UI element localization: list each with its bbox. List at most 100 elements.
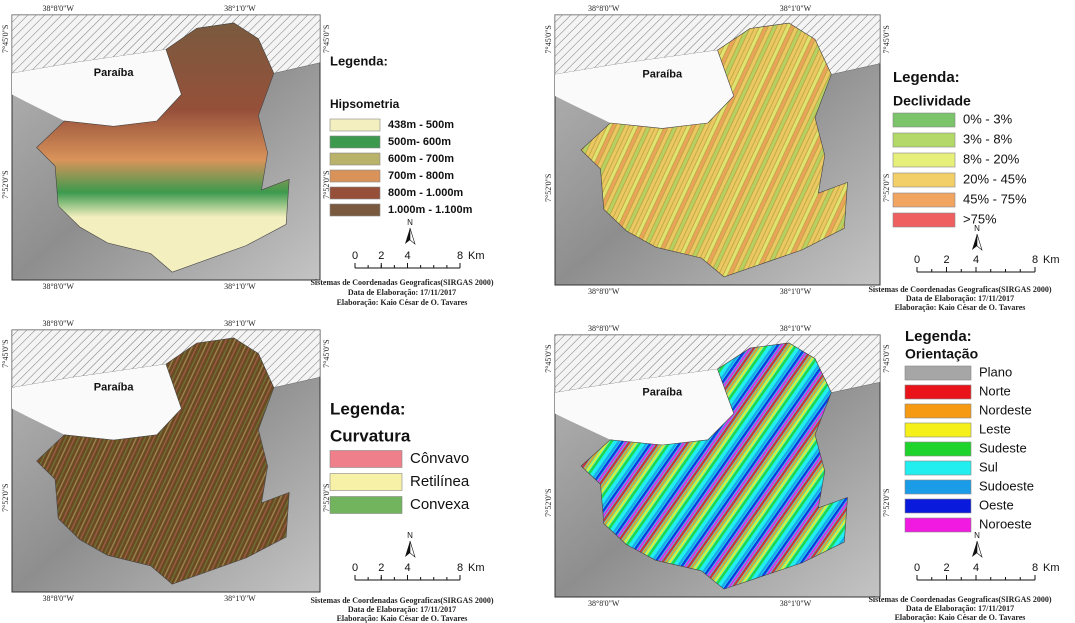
legend-label: Retilínea — [410, 473, 470, 490]
legend-label: Noroeste — [979, 516, 1032, 531]
map-panel: Paraíba 38°8'0"W 38°8'0"W 7°45'0"S 7°45'0"S 3… — [1, 4, 494, 307]
map-panel: Paraíba 38°8'0"W 38°8'0"W 7°45'0"S 7°45'0"S 3… — [1, 319, 494, 623]
place-label: Paraíba — [642, 68, 683, 80]
legend-label: 45% - 75% — [963, 191, 1027, 206]
credit-line: Sistemas de Coordenadas Geograficas(SIRG… — [868, 595, 1051, 604]
coord-label: 7°52'0"S — [544, 489, 553, 517]
place-label: Paraíba — [642, 387, 683, 399]
legend-label: Nordeste — [979, 402, 1032, 417]
coord-label: 38°8'0"W — [42, 4, 74, 13]
map-panel: Paraíba 38°8'0"W 38°8'0"W 7°45'0"S 7°45'0"S 3… — [544, 324, 1060, 622]
scale-label: 4 — [973, 562, 979, 574]
coord-label: 38°1'0"W — [780, 287, 812, 296]
coord-label: 7°45'0"S — [544, 344, 553, 372]
north-arrow — [972, 234, 977, 250]
legend-label: 500m- 600m — [388, 136, 451, 148]
legend-label: Norte — [979, 383, 1011, 398]
map-panel: Paraíba 38°8'0"W 38°8'0"W 7°45'0"S 7°45'0"S 3… — [544, 4, 1060, 312]
place-label: Paraíba — [94, 67, 135, 79]
legend-subtitle: Declividade — [893, 93, 971, 109]
coord-label: 7°52'0"S — [322, 170, 331, 198]
credit-line: Data de Elaboração: 17/11/2017 — [348, 288, 456, 297]
north-arrow — [409, 540, 416, 558]
legend-label: 3% - 8% — [963, 131, 1013, 146]
credit-line: Data de Elaboração: 17/11/2017 — [906, 294, 1014, 303]
coord-label: 7°45'0"S — [1, 25, 10, 53]
legend-label: 800m - 1.000m — [388, 187, 463, 199]
north-arrow — [405, 228, 410, 244]
legend-label: Sudeste — [979, 440, 1027, 455]
legend-label: Oeste — [979, 497, 1014, 512]
coord-label: 38°8'0"W — [588, 4, 620, 13]
legend-swatch — [904, 384, 972, 400]
coord-label: 7°52'0"S — [322, 484, 331, 512]
coord-label: 7°45'0"S — [544, 25, 553, 53]
scale-label: 0 — [914, 254, 920, 266]
credit-line: Elaboração: Kaio César de O. Tavares — [895, 613, 1026, 622]
municipality — [580, 342, 848, 590]
credit-line: Elaboração: Kaio César de O. Tavares — [337, 614, 468, 623]
legend-swatch — [892, 132, 956, 148]
legend-label: Leste — [979, 421, 1011, 436]
scale-label: 8 — [457, 250, 463, 262]
legend-label: 1.000m - 1.100m — [388, 204, 473, 216]
scale-unit: Km — [468, 562, 485, 574]
legend-title: Legenda: — [893, 69, 960, 86]
credit-line: Data de Elaboração: 17/11/2017 — [906, 604, 1014, 613]
legend-swatch — [904, 365, 972, 381]
north-arrow — [405, 541, 410, 557]
legend-swatch — [904, 479, 972, 495]
coord-label: 7°52'0"S — [1, 170, 10, 198]
legend-swatch — [904, 422, 972, 438]
legend-label: 438m - 500m — [388, 119, 454, 131]
coord-label: 38°1'0"W — [780, 599, 812, 608]
credit-line: Sistemas de Coordenadas Geograficas(SIRG… — [310, 596, 493, 605]
credit-line: Data de Elaboração: 17/11/2017 — [348, 605, 456, 614]
legend-swatch — [329, 473, 403, 491]
coord-label: 38°8'0"W — [42, 594, 74, 603]
coord-label: 7°45'0"S — [882, 344, 891, 372]
legend-swatch — [329, 135, 381, 149]
credit-line: Sistemas de Coordenadas Geograficas(SIRG… — [868, 285, 1051, 294]
coord-label: 7°45'0"S — [882, 25, 891, 53]
legend-swatch — [329, 203, 381, 217]
legend-label: 20% - 45% — [963, 171, 1027, 186]
scale-label: 2 — [378, 562, 384, 574]
legend-label: 0% - 3% — [963, 111, 1013, 126]
legend-swatch — [329, 496, 403, 514]
legend-swatch — [892, 212, 956, 228]
coord-label: 7°45'0"S — [322, 339, 331, 367]
scale-unit: Km — [1043, 254, 1060, 266]
scale-label: 2 — [378, 250, 384, 262]
legend-title: Legenda: — [905, 328, 972, 345]
legend-label: Sul — [979, 459, 998, 474]
legend-label: Plano — [979, 364, 1012, 379]
scale-label: 2 — [943, 254, 949, 266]
coord-label: 7°52'0"S — [1, 484, 10, 512]
legend-title: Legenda: — [330, 53, 388, 68]
legend-subtitle: Orientação — [905, 346, 978, 362]
municipality — [36, 22, 290, 273]
legend-swatch — [904, 498, 972, 514]
legend-label: Sudoeste — [979, 478, 1034, 493]
legend-swatch — [892, 172, 956, 188]
scale-label: 4 — [973, 254, 979, 266]
scale-label: 4 — [404, 562, 410, 574]
legend-title: Legenda: — [330, 399, 406, 418]
north-arrow — [409, 227, 416, 245]
legend-label: Cônvavo — [410, 450, 469, 467]
legend-swatch — [892, 192, 956, 208]
north-label: N — [974, 531, 980, 540]
legend-subtitle: Hipsometria — [330, 97, 400, 111]
credit-line: Elaboração: Kaio César de O. Tavares — [895, 303, 1026, 312]
scale-label: 4 — [404, 250, 410, 262]
legend-swatch — [329, 118, 381, 132]
north-label: N — [407, 218, 413, 227]
north-arrow — [976, 540, 983, 558]
legend-swatch — [329, 450, 403, 468]
paraiba-area — [555, 369, 734, 445]
coord-label: 38°8'0"W — [588, 287, 620, 296]
legend-label: 700m - 800m — [388, 170, 454, 182]
coord-label: 7°52'0"S — [882, 489, 891, 517]
